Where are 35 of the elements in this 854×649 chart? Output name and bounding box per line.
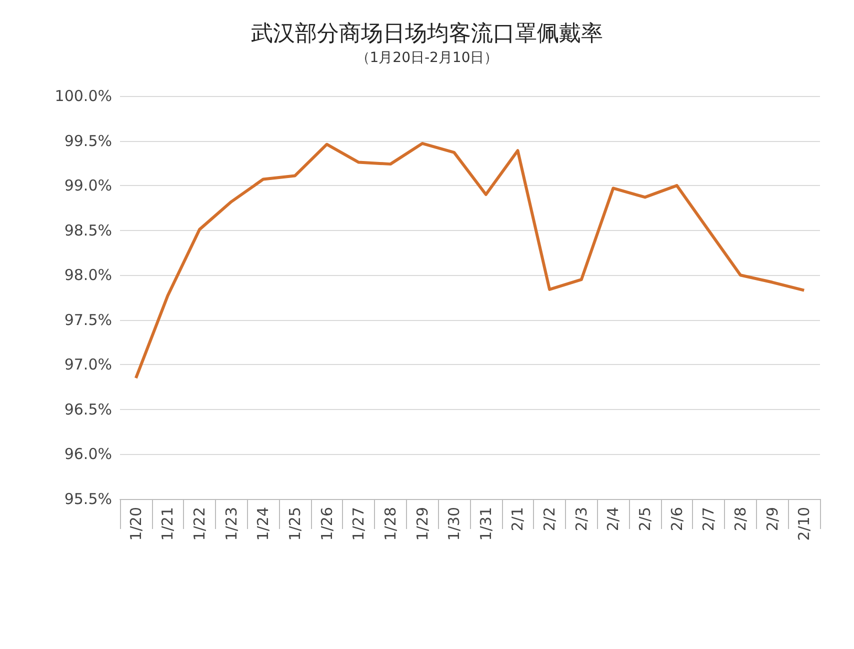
x-tick-label: 2/3 <box>572 507 590 532</box>
y-tick-label: 98.5% <box>64 221 112 240</box>
y-tick-label: 96.5% <box>64 400 112 418</box>
line-series <box>134 142 806 380</box>
x-tick-label: 2/1 <box>508 507 527 532</box>
x-tick-label: 1/23 <box>222 507 240 541</box>
y-tick-label: 96.0% <box>64 445 112 464</box>
y-tick-label: 97.5% <box>64 310 112 329</box>
x-tick-label: 2/5 <box>636 507 654 532</box>
x-tick-label: 2/9 <box>763 507 782 532</box>
y-tick-label: 97.0% <box>64 356 112 374</box>
x-tick-label: 2/8 <box>731 507 750 532</box>
x-tick-label: 1/30 <box>445 507 464 541</box>
y-tick-label: 98.0% <box>64 266 112 284</box>
x-tick-label: 2/2 <box>540 507 559 532</box>
y-tick-label: 99.0% <box>64 176 112 195</box>
x-tick-label: 1/29 <box>413 507 432 541</box>
x-tick-label: 2/7 <box>700 507 718 532</box>
chart-subtitle: （1月20日-2月10日） <box>356 50 498 66</box>
chart-title: 武汉部分商场日场均客流口罩佩戴率 <box>251 22 603 46</box>
y-tick-label: 100.0% <box>54 87 112 105</box>
x-tick-label: 2/4 <box>604 507 622 532</box>
x-tick-label: 2/10 <box>795 507 814 541</box>
x-tick-label: 1/26 <box>318 507 336 541</box>
x-tick-label: 1/20 <box>126 507 145 541</box>
x-tick-label: 1/28 <box>381 507 400 541</box>
x-tick-label: 1/25 <box>286 507 304 541</box>
x-tick-label: 1/24 <box>254 507 272 541</box>
x-tick-label: 1/31 <box>476 507 495 541</box>
y-tick-label: 95.5% <box>64 490 112 508</box>
x-tick-label: 2/6 <box>668 507 686 532</box>
x-tick-label: 1/27 <box>350 507 368 541</box>
x-tick-label: 1/21 <box>158 507 177 541</box>
x-tick-label: 1/22 <box>190 507 209 541</box>
y-tick-label: 99.5% <box>64 132 112 150</box>
